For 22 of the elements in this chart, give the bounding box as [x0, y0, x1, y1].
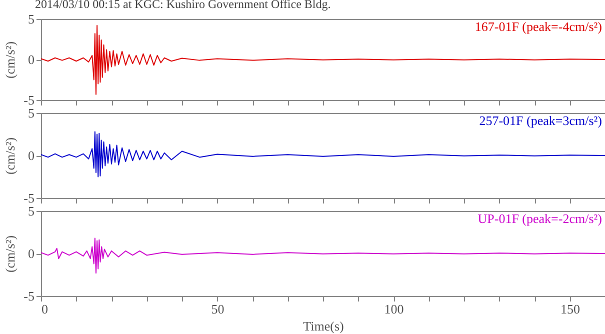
y-tick-label: -5 [24, 92, 34, 108]
text: 257-01F (peak=3cm/s²) [479, 113, 602, 128]
y-tick-label: 0 [28, 52, 34, 67]
y-tick-label: 0 [28, 148, 34, 163]
x-tick-label: 50 [211, 302, 224, 316]
y-axis-title: (cm/s²) [2, 41, 18, 79]
x-tick-label: 0 [42, 302, 48, 316]
y-axis-title: (cm/s²) [2, 235, 18, 273]
y-tick-label: 5 [28, 106, 34, 120]
x-axis-title: Time(s) [303, 318, 344, 334]
x-tick-label: 150 [560, 302, 580, 316]
line-series [41, 238, 605, 274]
y-tick-label: 5 [28, 204, 34, 218]
y-tick-label: -5 [24, 190, 34, 206]
y-tick-label: 5 [28, 12, 34, 26]
y-tick-label: 0 [28, 246, 34, 261]
text: UP-01F (peak=-2cm/s²) [478, 211, 602, 226]
series-label: 167-01F (peak=-4cm/s²) [474, 19, 602, 34]
x-tick-label: 100 [384, 302, 404, 316]
line-series [41, 131, 605, 178]
y-tick-label: -5 [24, 288, 34, 304]
y-axis-title: (cm/s²) [2, 137, 18, 175]
